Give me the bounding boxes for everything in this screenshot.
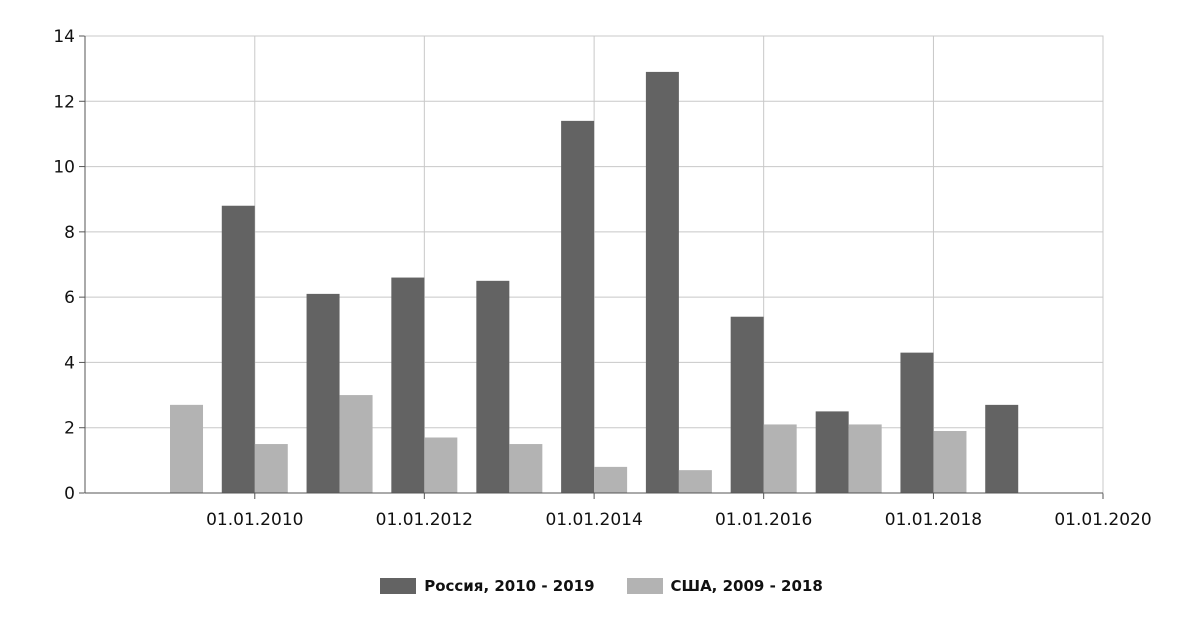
legend: Россия, 2010 - 2019 США, 2009 - 2018	[0, 577, 1203, 595]
legend-label-usa: США, 2009 - 2018	[670, 577, 823, 595]
bar-usa-2012	[424, 437, 458, 493]
bar-usa-2014	[594, 466, 628, 493]
legend-item-russia: Россия, 2010 - 2019	[380, 577, 595, 595]
bar-russia-2018	[900, 352, 934, 493]
axes	[79, 35, 1104, 499]
legend-item-usa: США, 2009 - 2018	[626, 577, 823, 595]
bar-russia-2015	[645, 71, 679, 494]
legend-swatch-usa	[626, 578, 663, 594]
bar-russia-2013	[476, 280, 510, 493]
x-tick-label: 01.01.2012	[376, 510, 473, 530]
x-tick-label: 01.01.2010	[206, 510, 303, 530]
bars	[170, 71, 1019, 494]
bar-usa-2009	[170, 404, 204, 493]
bar-usa-2017	[848, 424, 882, 493]
bar-usa-2011	[339, 395, 373, 493]
bar-russia-2014	[561, 120, 595, 493]
x-tick-label: 01.01.2018	[885, 510, 982, 530]
y-tick-label: 12	[53, 92, 75, 112]
bar-russia-2012	[391, 277, 425, 493]
y-tick-label: 10	[53, 158, 75, 178]
y-tick-label: 8	[64, 223, 75, 243]
bar-usa-2018	[933, 430, 967, 493]
legend-label-russia: Россия, 2010 - 2019	[424, 577, 595, 595]
bar-usa-2016	[763, 424, 797, 493]
x-tick-label: 01.01.2016	[715, 510, 812, 530]
bar-usa-2010	[254, 444, 288, 493]
y-tick-label: 4	[64, 353, 75, 373]
y-tick-label: 14	[53, 27, 75, 47]
bar-usa-2013	[509, 444, 543, 493]
legend-swatch-russia	[380, 578, 417, 594]
y-tick-label: 6	[64, 288, 75, 308]
bar-russia-2019	[985, 404, 1019, 493]
bar-russia-2016	[730, 316, 764, 493]
bar-russia-2017	[815, 411, 849, 493]
x-tick-label: 01.01.2014	[545, 510, 642, 530]
bar-russia-2011	[306, 293, 340, 493]
bar-russia-2010	[221, 205, 255, 493]
y-tick-label: 2	[64, 419, 75, 439]
tick-labels: 0 2 4 6 8 10 12 14 01.01.2010 01.01.2012 01.01.201…	[53, 27, 1151, 530]
x-tick-label: 01.01.2020	[1054, 510, 1151, 530]
y-tick-label: 0	[64, 484, 75, 504]
bar-usa-2015	[678, 470, 712, 493]
